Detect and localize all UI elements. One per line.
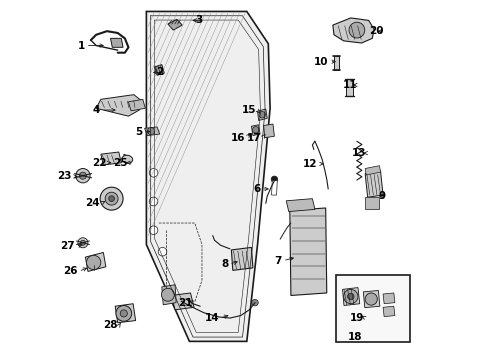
Text: 3: 3 [196,15,203,26]
Polygon shape [115,304,136,323]
Circle shape [87,255,101,270]
Circle shape [149,168,158,177]
Text: 26: 26 [63,266,77,276]
Polygon shape [364,291,380,308]
Circle shape [147,128,155,135]
Polygon shape [111,39,123,47]
Text: 6: 6 [253,184,260,194]
Text: 16: 16 [231,133,245,143]
Text: 18: 18 [348,332,363,342]
Text: 14: 14 [204,313,219,323]
Polygon shape [155,64,164,75]
Text: 11: 11 [343,80,357,90]
Polygon shape [168,19,182,30]
Text: 9: 9 [379,191,386,201]
Polygon shape [290,208,327,296]
Polygon shape [334,56,339,69]
Text: 7: 7 [274,256,282,266]
Polygon shape [383,293,395,304]
Text: 28: 28 [103,320,118,330]
Text: 13: 13 [352,148,366,158]
Polygon shape [162,285,176,305]
Circle shape [149,197,158,206]
Text: 1: 1 [77,41,85,50]
Polygon shape [85,252,106,271]
Polygon shape [333,18,374,43]
Text: 2: 2 [156,67,164,77]
Circle shape [271,176,278,183]
Circle shape [120,310,127,317]
Polygon shape [172,293,194,310]
Text: 17: 17 [247,133,262,143]
FancyBboxPatch shape [337,275,410,342]
Text: 5: 5 [135,127,142,136]
Text: 10: 10 [314,57,329,67]
Polygon shape [251,125,260,135]
Circle shape [116,306,132,321]
Text: 24: 24 [85,198,100,208]
Text: 8: 8 [221,259,228,269]
Text: 12: 12 [303,159,318,169]
Circle shape [252,127,259,133]
Circle shape [79,172,87,179]
Circle shape [178,298,184,305]
Text: 15: 15 [242,105,256,115]
Polygon shape [128,99,146,111]
Polygon shape [383,306,395,317]
Circle shape [80,240,85,245]
Polygon shape [145,127,160,135]
Circle shape [109,196,115,202]
Circle shape [259,112,266,118]
Text: 27: 27 [60,241,75,251]
Text: 4: 4 [93,105,100,115]
Circle shape [105,192,118,205]
Polygon shape [124,154,131,163]
Polygon shape [343,288,360,306]
Text: 19: 19 [350,313,365,323]
Circle shape [347,293,354,300]
Circle shape [252,300,258,306]
Circle shape [158,247,167,256]
Polygon shape [365,166,381,175]
Circle shape [343,289,358,304]
Circle shape [349,22,365,38]
Polygon shape [96,95,143,116]
Circle shape [78,238,88,248]
Polygon shape [286,199,315,212]
Polygon shape [147,12,270,341]
Polygon shape [346,79,353,96]
Polygon shape [271,181,277,195]
Text: 21: 21 [178,298,192,308]
Text: 25: 25 [113,158,128,168]
Polygon shape [264,124,274,138]
Polygon shape [231,247,253,270]
Text: 23: 23 [57,171,72,181]
Circle shape [149,226,158,234]
Polygon shape [365,197,379,210]
Circle shape [76,168,90,183]
Circle shape [365,293,377,305]
Text: 22: 22 [92,158,106,168]
Polygon shape [365,171,383,197]
Polygon shape [258,109,267,121]
Text: 20: 20 [369,26,383,36]
Ellipse shape [122,155,133,163]
Circle shape [161,288,174,301]
Circle shape [100,187,123,210]
Polygon shape [101,152,122,165]
